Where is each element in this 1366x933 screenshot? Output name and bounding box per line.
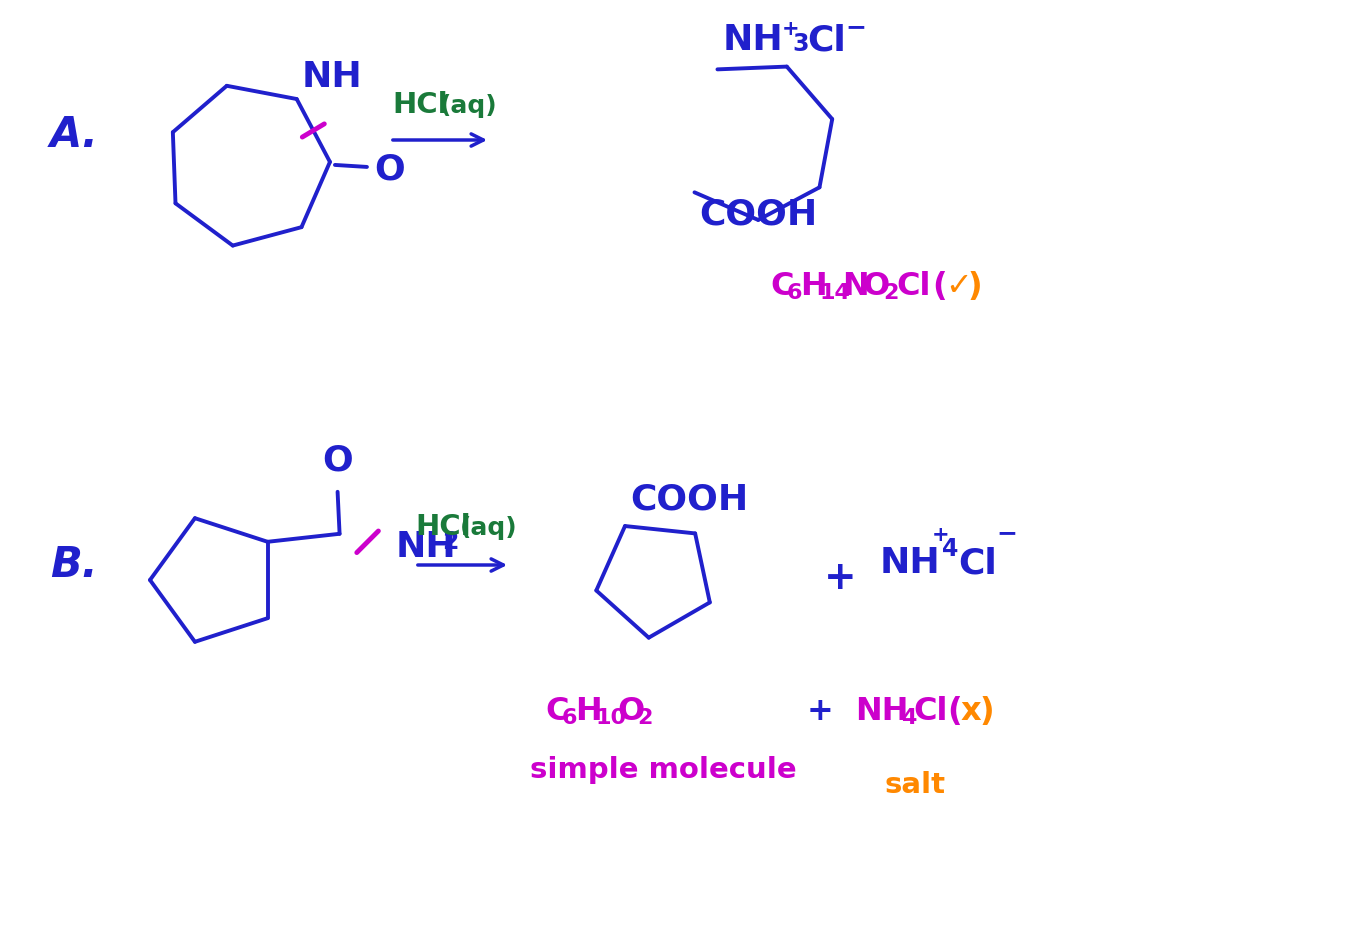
- Text: B.: B.: [51, 544, 97, 586]
- Text: NH: NH: [855, 696, 908, 727]
- Text: HCl: HCl: [392, 91, 448, 119]
- Text: 2: 2: [637, 708, 653, 728]
- Text: NH: NH: [723, 23, 783, 57]
- Text: ): ): [979, 696, 993, 727]
- Text: 2: 2: [443, 530, 459, 554]
- Text: COOH: COOH: [699, 198, 818, 231]
- Text: (: (: [932, 271, 947, 302]
- Text: C: C: [770, 271, 794, 302]
- Text: 3: 3: [792, 33, 809, 56]
- Text: 14: 14: [820, 283, 851, 303]
- Text: (: (: [947, 696, 962, 727]
- Text: NH: NH: [302, 60, 362, 94]
- Text: 6: 6: [787, 283, 802, 303]
- Text: −: −: [846, 15, 866, 39]
- Text: +: +: [781, 20, 799, 39]
- Text: (aq): (aq): [460, 516, 518, 540]
- Text: C: C: [545, 696, 568, 727]
- Text: Cl: Cl: [912, 696, 948, 727]
- Text: O: O: [862, 271, 889, 302]
- Text: O: O: [617, 696, 645, 727]
- Text: HCl: HCl: [415, 513, 471, 541]
- Text: ): ): [968, 271, 982, 302]
- Text: N: N: [841, 271, 869, 302]
- Text: O: O: [322, 444, 352, 478]
- Text: H: H: [575, 696, 602, 727]
- Text: x: x: [962, 696, 982, 727]
- Text: 6: 6: [561, 708, 578, 728]
- Text: 2: 2: [882, 283, 899, 303]
- Text: ✓: ✓: [945, 271, 971, 302]
- Text: 4: 4: [943, 537, 959, 561]
- Text: Cl: Cl: [958, 546, 997, 580]
- Text: (aq): (aq): [440, 94, 497, 118]
- Text: simple molecule: simple molecule: [530, 756, 796, 784]
- Text: 10: 10: [596, 708, 626, 728]
- Text: COOH: COOH: [630, 482, 749, 516]
- Text: −: −: [996, 521, 1018, 545]
- Text: NH: NH: [396, 530, 456, 564]
- Text: +: +: [824, 559, 856, 597]
- Text: Cl: Cl: [896, 271, 930, 302]
- Text: +: +: [932, 525, 949, 545]
- Text: O: O: [374, 153, 404, 187]
- Text: H: H: [800, 271, 826, 302]
- Text: A.: A.: [51, 114, 98, 156]
- Text: 4: 4: [902, 708, 917, 728]
- Text: +: +: [807, 696, 833, 727]
- Text: NH: NH: [880, 546, 941, 580]
- Text: Cl: Cl: [807, 23, 846, 57]
- Text: salt: salt: [885, 771, 947, 799]
